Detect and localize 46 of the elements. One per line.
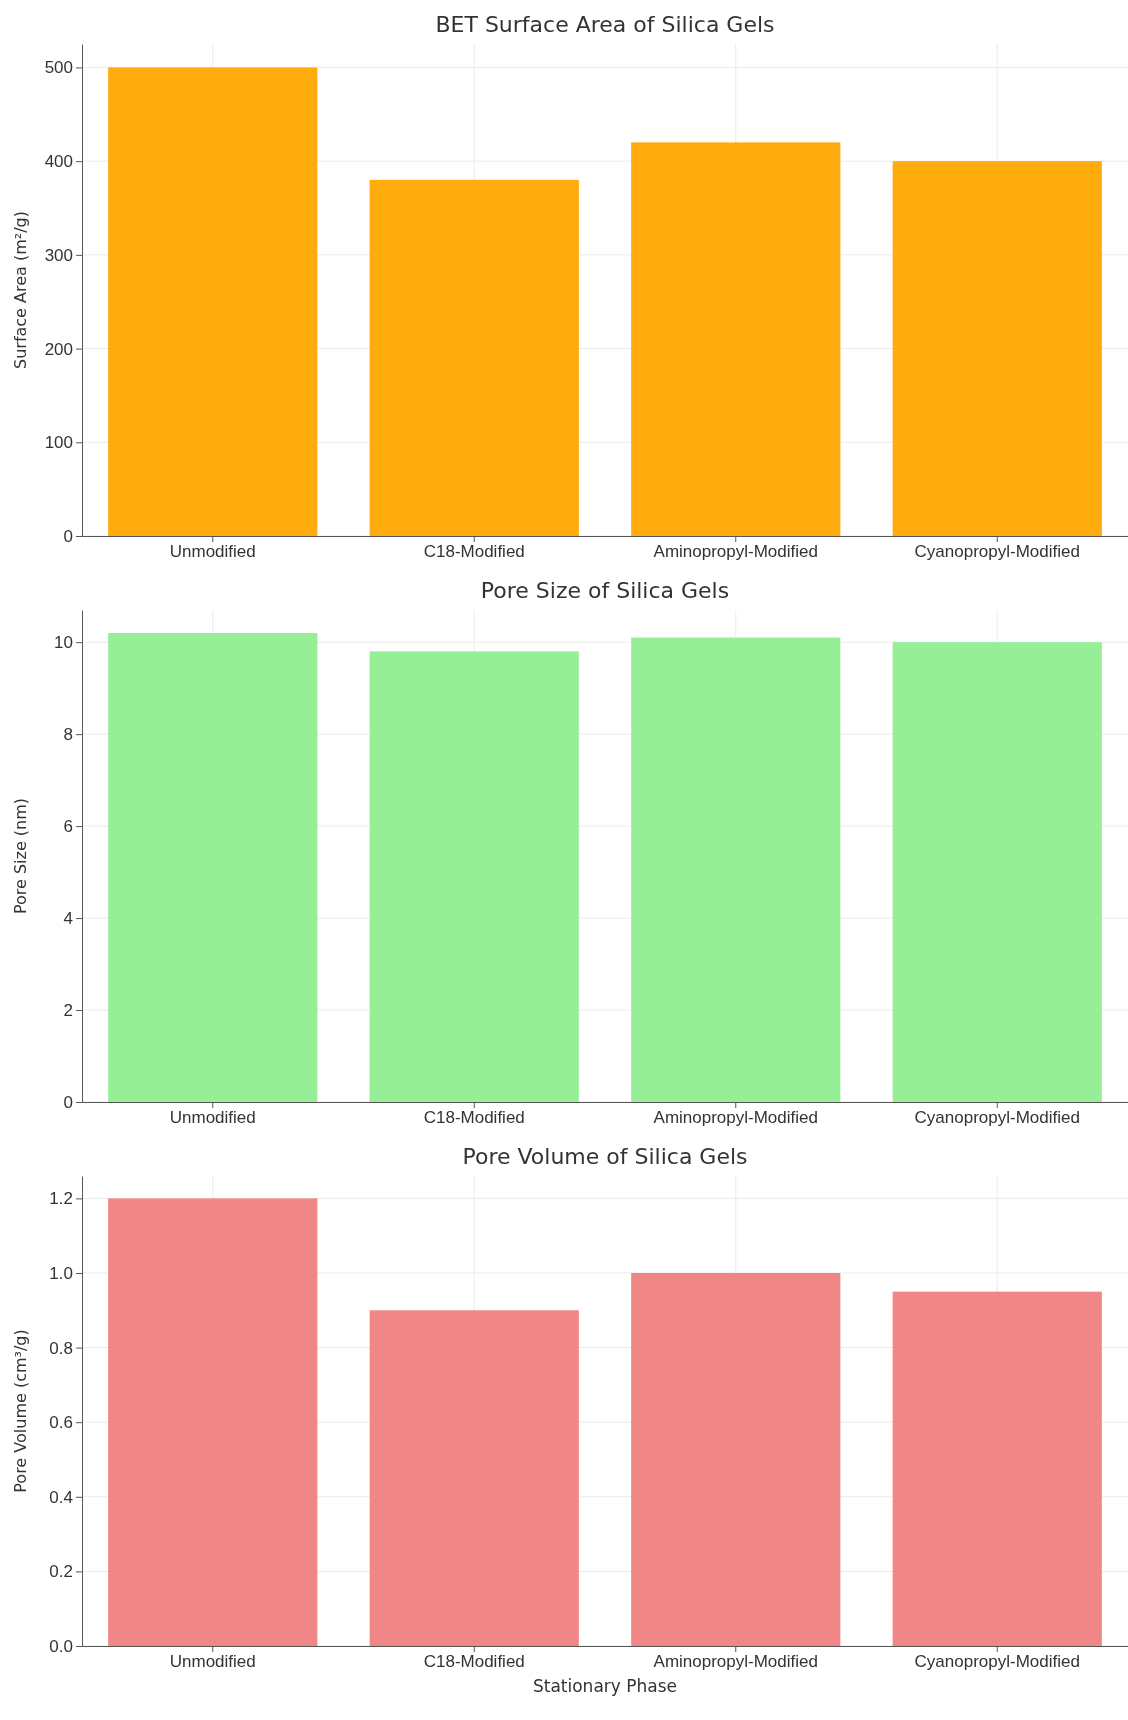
x-tick-label: Unmodified xyxy=(169,1108,256,1128)
y-tick-label: 0.4 xyxy=(49,1487,73,1507)
chart-title: Pore Volume of Silica Gels xyxy=(462,1144,748,1169)
y-tick-label: 1.2 xyxy=(49,1189,73,1209)
y-tick-label: 0.8 xyxy=(49,1338,73,1358)
x-tick-label: Cyanopropyl-Modified xyxy=(914,1108,1080,1128)
y-tick-label: 500 xyxy=(44,58,73,78)
y-tick-label: 200 xyxy=(44,339,73,359)
chart-title: Pore Size of Silica Gels xyxy=(480,578,730,603)
bar xyxy=(892,161,1102,536)
y-tick-label: 1.0 xyxy=(49,1263,73,1283)
bar xyxy=(631,142,841,536)
y-axis-title: Pore Size (nm) xyxy=(11,797,30,915)
y-tick-label: 100 xyxy=(44,433,73,453)
y-tick-label: 10 xyxy=(54,633,73,653)
x-tick-label: Aminopropyl-Modified xyxy=(653,542,818,562)
x-tick-label: Aminopropyl-Modified xyxy=(653,1108,818,1128)
x-axis-title: Stationary Phase xyxy=(532,1676,678,1696)
y-tick-label: 300 xyxy=(44,245,73,265)
x-tick-label: Unmodified xyxy=(169,542,256,562)
x-tick-label: C18-Modified xyxy=(423,542,525,562)
y-tick-label: 0 xyxy=(63,526,73,546)
bar xyxy=(108,1198,318,1646)
x-tick-label: Aminopropyl-Modified xyxy=(653,1652,818,1672)
y-tick-label: 8 xyxy=(63,725,73,745)
bar xyxy=(892,1291,1102,1646)
y-axis-title: Pore Volume (cm³/g) xyxy=(11,1329,30,1493)
y-tick-label: 4 xyxy=(63,909,73,929)
bar xyxy=(369,179,579,536)
y-tick-label: 0.2 xyxy=(49,1562,73,1582)
y-axis-title: Surface Area (m²/g) xyxy=(11,211,30,369)
chart-title: BET Surface Area of Silica Gels xyxy=(435,12,775,37)
bar xyxy=(108,67,318,536)
x-tick-label: Cyanopropyl-Modified xyxy=(914,1652,1080,1672)
y-tick-label: 6 xyxy=(63,817,73,837)
x-tick-label: Unmodified xyxy=(169,1652,256,1672)
y-tick-label: 0 xyxy=(63,1092,73,1112)
y-tick-label: 0.0 xyxy=(49,1636,73,1656)
y-tick-label: 2 xyxy=(63,1000,73,1020)
y-tick-label: 400 xyxy=(44,152,73,172)
bar xyxy=(631,1272,841,1646)
x-tick-label: Cyanopropyl-Modified xyxy=(914,542,1080,562)
x-tick-label: C18-Modified xyxy=(423,1108,525,1128)
bar xyxy=(369,1310,579,1646)
y-tick-label: 0.6 xyxy=(49,1413,73,1433)
x-tick-label: C18-Modified xyxy=(423,1652,525,1672)
